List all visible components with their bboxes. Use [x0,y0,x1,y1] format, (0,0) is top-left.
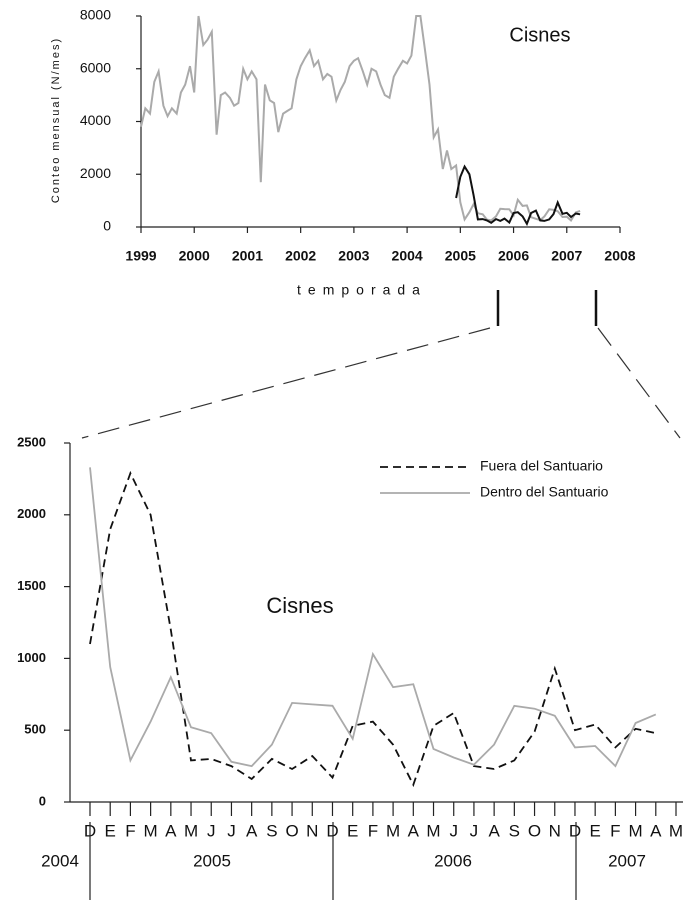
x-tick-label: M [629,821,643,840]
x-tick-label: 2005 [445,248,476,264]
x-tick-label: D [569,821,581,840]
y-tick-label: 2500 [17,434,46,449]
x-tick-label: A [650,821,662,840]
y-tick-label: 2000 [17,506,46,521]
y-tick-label: 1500 [17,578,46,593]
zoom-connector [81,327,491,439]
zoom-connector [597,327,681,439]
x-tick-label: 2007 [551,248,582,264]
x-tick-label: F [368,821,378,840]
y-axis-label: Conteo mensual (N/mes) [50,37,62,203]
data-line [89,467,657,768]
x-tick-label: O [285,821,298,840]
data-line [140,15,581,222]
x-tick-label: M [386,821,400,840]
x-tick-label: N [549,821,561,840]
x-tick-label: A [408,821,420,840]
x-tick-label: 1999 [125,248,156,264]
x-tick-label: A [165,821,177,840]
chart-title: Cisnes [266,593,333,618]
x-tick-label: S [266,821,277,840]
data-line [455,164,581,227]
y-tick-label: 6000 [80,59,111,75]
x-tick-label: 2003 [338,248,369,264]
legend-label: Dentro del Santuario [480,484,609,500]
x-tick-label: A [246,821,258,840]
y-tick-label: 0 [103,218,111,234]
y-tick-label: 4000 [80,112,111,128]
period-label: 2005 [193,851,231,870]
x-axis-label: temporada [297,282,427,298]
x-tick-label: N [306,821,318,840]
x-tick-label: F [610,821,620,840]
x-tick-label: E [347,821,358,840]
x-tick-label: J [470,821,479,840]
x-tick-label: 2008 [604,248,635,264]
x-tick-label: 2001 [232,248,263,264]
y-tick-label: 1000 [17,650,46,665]
x-tick-label: M [144,821,158,840]
y-tick-label: 2000 [80,165,111,181]
x-tick-label: A [488,821,500,840]
x-tick-label: 2004 [392,248,423,264]
x-tick-label: 2000 [179,248,210,264]
x-tick-label: E [105,821,116,840]
period-label: 2004 [41,851,79,870]
x-tick-label: E [590,821,601,840]
y-tick-label: 500 [24,722,46,737]
x-tick-label: S [509,821,520,840]
period-label: 2006 [434,851,472,870]
chart-title: Cisnes [509,24,570,46]
x-tick-label: J [449,821,458,840]
y-tick-label: 0 [39,793,46,808]
x-tick-label: 2006 [498,248,529,264]
x-tick-label: M [426,821,440,840]
data-line [89,470,656,788]
x-tick-label: F [125,821,135,840]
period-label: 2007 [608,851,646,870]
x-tick-label: O [528,821,541,840]
x-tick-label: M [669,821,683,840]
x-tick-label: M [184,821,198,840]
x-tick-label: J [227,821,236,840]
legend-label: Fuera del Santuario [480,458,603,474]
y-tick-label: 8000 [80,7,111,23]
x-tick-label: 2002 [285,248,316,264]
x-tick-label: J [207,821,216,840]
